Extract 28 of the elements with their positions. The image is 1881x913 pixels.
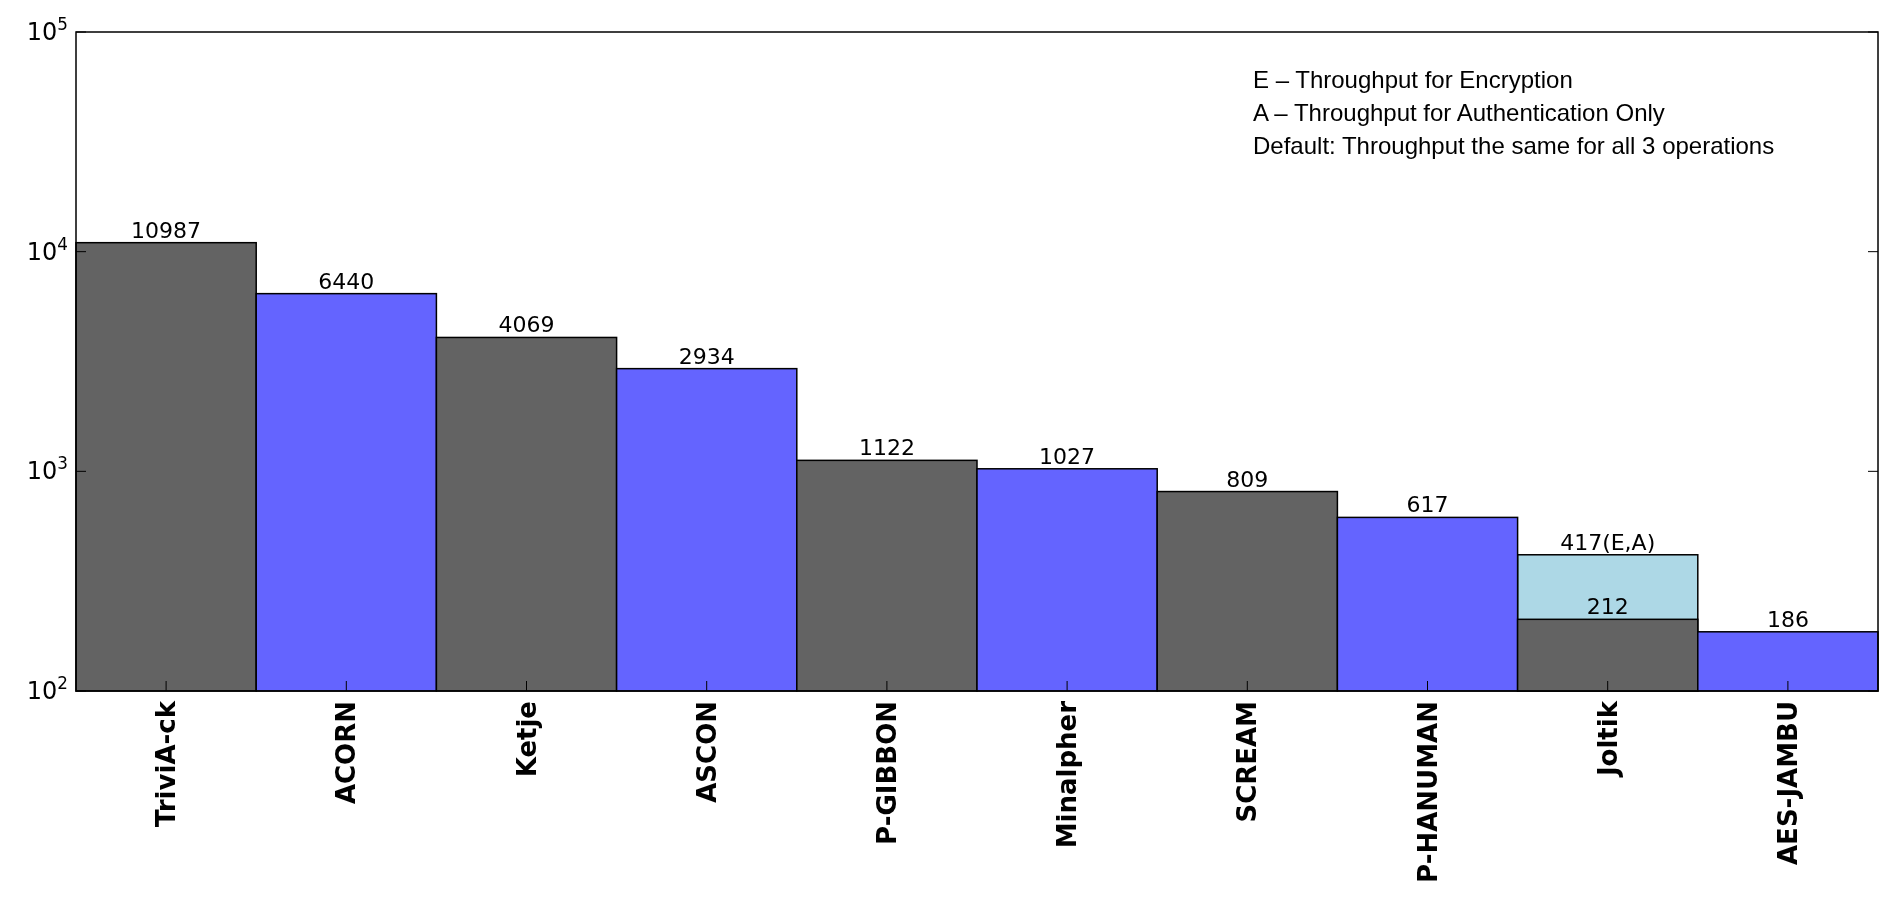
x-tick-label: AES-JAMBU [1772, 701, 1803, 865]
data-label: 10987 [131, 217, 202, 243]
annotation: E – Throughput for Encryption [1253, 66, 1573, 93]
x-tick-label: SCREAM [1232, 701, 1263, 823]
y-tick-label: 10$^{3}$ [26, 453, 68, 486]
annotation: Default: Throughput the same for all 3 operations [1253, 132, 1775, 159]
annotation: A – Throughput for Authentication Only [1253, 99, 1665, 126]
y-tick-label: 10$^{2}$ [26, 673, 68, 705]
data-label: 4069 [498, 312, 555, 338]
data-label: 1027 [1039, 443, 1096, 469]
data-label: 2934 [678, 343, 735, 369]
data-label: 617 [1406, 492, 1449, 518]
x-tick-label: P-HANUMAN [1412, 701, 1443, 883]
y-tick-label: 10$^{5}$ [26, 14, 68, 46]
data-label: 809 [1226, 466, 1269, 492]
data-label: 417(E,A) [1560, 529, 1656, 555]
x-tick-label: Minalpher [1052, 700, 1083, 849]
x-tick-label: ACORN [331, 701, 362, 805]
x-tick-label: Ketje [511, 701, 542, 778]
data-label: 1122 [858, 435, 915, 461]
x-tick-label: P-GIBBON [871, 701, 902, 845]
x-tick-label: Joltik [1592, 700, 1623, 779]
data-label: 212 [1586, 594, 1629, 620]
x-tick-label: ASCON [691, 701, 722, 803]
x-tick-label: TriviA-ck [151, 700, 182, 828]
data-label: 6440 [318, 268, 375, 294]
data-label: 186 [1766, 606, 1809, 632]
y-tick-label: 10$^{4}$ [26, 233, 68, 266]
